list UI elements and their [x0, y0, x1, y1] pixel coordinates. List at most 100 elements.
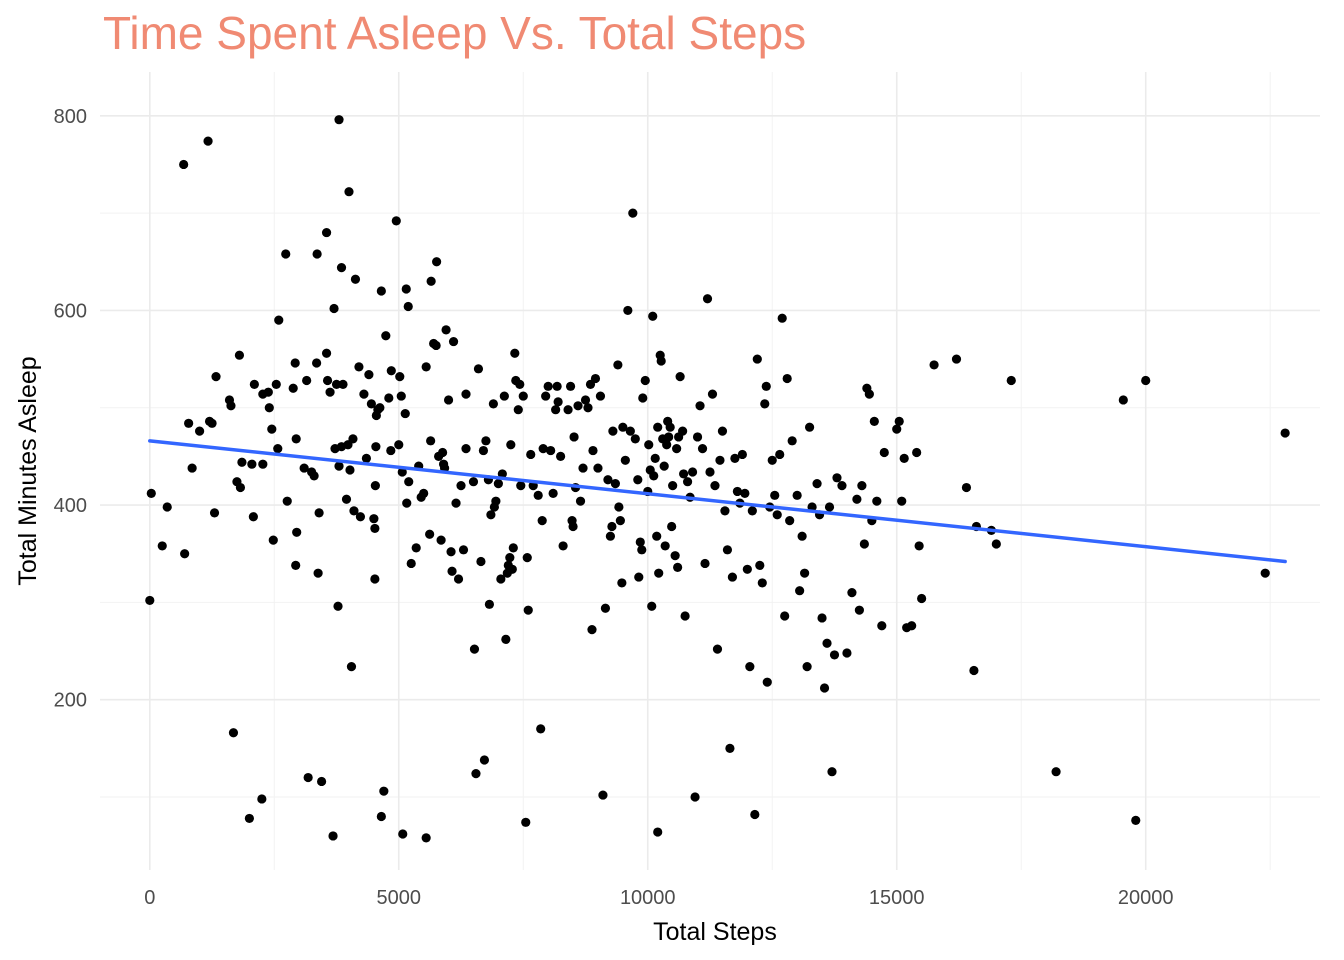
- data-point: [396, 391, 406, 401]
- data-point: [854, 605, 864, 615]
- x-tick-label: 0: [144, 887, 155, 909]
- data-point: [146, 488, 156, 498]
- data-point: [421, 362, 431, 372]
- data-point: [864, 389, 874, 399]
- data-point: [325, 387, 335, 397]
- data-point: [652, 531, 662, 541]
- data-point: [578, 463, 588, 473]
- data-point: [710, 480, 720, 491]
- data-point: [610, 479, 620, 489]
- data-point: [598, 790, 608, 800]
- data-point: [506, 440, 516, 450]
- data-point: [425, 529, 435, 539]
- data-point: [336, 263, 347, 273]
- data-point: [386, 366, 396, 376]
- data-point: [802, 662, 812, 672]
- data-point: [812, 479, 822, 489]
- data-point: [745, 662, 755, 672]
- data-point: [687, 467, 698, 477]
- data-point: [614, 502, 624, 512]
- data-point: [600, 603, 611, 613]
- data-point: [573, 401, 583, 411]
- data-point: [782, 373, 792, 384]
- data-point: [633, 475, 643, 485]
- data-point: [321, 227, 332, 238]
- data-point: [897, 496, 907, 506]
- data-point: [625, 426, 635, 436]
- data-point: [929, 360, 939, 370]
- data-point: [538, 444, 548, 454]
- data-point: [426, 436, 436, 446]
- data-point: [523, 605, 533, 615]
- data-point: [656, 356, 666, 366]
- data-point: [274, 315, 284, 325]
- data-point: [479, 755, 490, 765]
- data-point: [595, 391, 606, 401]
- data-point: [720, 506, 730, 516]
- data-point: [667, 521, 677, 532]
- data-point: [757, 578, 767, 588]
- data-point: [469, 644, 480, 654]
- data-point: [649, 471, 659, 481]
- data-point: [613, 360, 623, 370]
- data-point: [207, 418, 217, 428]
- data-point: [615, 516, 625, 526]
- data-point: [309, 471, 319, 481]
- x-tick-label: 15000: [869, 887, 925, 909]
- data-point: [366, 399, 376, 409]
- data-point: [912, 447, 922, 458]
- data-point: [780, 611, 790, 621]
- data-point: [194, 426, 205, 436]
- data-point: [847, 588, 857, 598]
- data-point: [563, 405, 573, 415]
- data-point: [328, 831, 338, 841]
- data-point: [288, 383, 298, 393]
- data-point: [1118, 395, 1128, 405]
- data-point: [1260, 568, 1270, 578]
- data-point: [700, 558, 710, 569]
- data-point: [832, 473, 842, 483]
- data-point: [725, 743, 735, 753]
- data-point: [635, 537, 645, 547]
- data-point: [292, 527, 302, 537]
- data-point: [341, 494, 352, 504]
- data-point: [371, 442, 381, 452]
- data-point: [660, 541, 670, 551]
- data-point: [346, 662, 357, 672]
- x-tick-label: 5000: [377, 887, 422, 909]
- trend-line: [148, 439, 1287, 564]
- data-point: [690, 792, 700, 802]
- data-point: [395, 372, 405, 382]
- data-point: [507, 564, 517, 574]
- data-point: [521, 817, 531, 827]
- data-point: [267, 424, 277, 434]
- data-point: [742, 564, 752, 574]
- data-point: [184, 418, 194, 428]
- data-point: [628, 208, 638, 218]
- data-point: [647, 601, 657, 611]
- data-point: [914, 541, 924, 551]
- data-point: [951, 354, 962, 364]
- data-point: [842, 648, 852, 658]
- data-point: [264, 403, 274, 413]
- data-point: [329, 303, 339, 314]
- data-point: [180, 549, 190, 559]
- data-point: [488, 399, 498, 409]
- data-point: [767, 455, 777, 465]
- data-point: [1280, 428, 1290, 438]
- data-point: [894, 416, 904, 426]
- data-point: [750, 809, 760, 820]
- data-point: [795, 586, 805, 596]
- data-point: [824, 502, 835, 512]
- data-point: [419, 488, 429, 498]
- data-point: [273, 444, 283, 454]
- data-point: [421, 833, 431, 843]
- data-point: [334, 115, 344, 125]
- data-point: [228, 728, 239, 738]
- data-point: [785, 516, 795, 526]
- data-point: [375, 403, 385, 413]
- data-point: [290, 358, 300, 368]
- data-point: [403, 301, 413, 312]
- data-point: [892, 424, 902, 434]
- data-point: [249, 379, 259, 389]
